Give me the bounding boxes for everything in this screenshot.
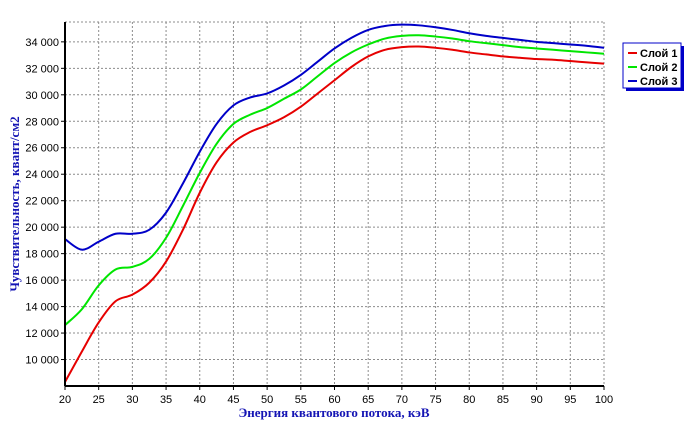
y-axis-title: Чувствительность, квант/см2	[7, 116, 22, 291]
x-tick-label: 75	[429, 394, 441, 406]
legend-label-2: Слой 2	[640, 62, 677, 74]
legend: Слой 1 Слой 2 Слой 3	[622, 42, 684, 91]
series-line-2	[65, 34, 604, 326]
x-tick-label: 80	[463, 394, 475, 406]
y-tick-label: 12 000	[25, 328, 59, 340]
x-tick-label: 20	[59, 394, 71, 406]
y-tick-label: 22 000	[25, 196, 59, 208]
x-tick-label: 25	[93, 394, 105, 406]
x-tick-label: 60	[328, 394, 340, 406]
y-tick-label: 10 000	[25, 355, 59, 367]
y-tick-label: 32 000	[25, 63, 59, 75]
x-tick-label: 55	[295, 394, 307, 406]
y-tick-label: 20 000	[25, 222, 59, 234]
grid	[65, 21, 605, 386]
axis-ticks: 20 25 30 35 40 45 50 55 60 65 70 75 80 85 90 95 100 10 00…	[25, 37, 613, 406]
y-tick-label: 34 000	[25, 37, 59, 49]
legend-label-3: Слой 3	[640, 76, 677, 88]
y-tick-label: 16 000	[25, 275, 59, 287]
y-tick-label: 14 000	[25, 302, 59, 314]
x-axis-title: Энергия квантового потока, кэВ	[238, 405, 429, 420]
series-line-1	[65, 45, 604, 383]
y-tick-label: 28 000	[25, 116, 59, 128]
y-tick-label: 30 000	[25, 90, 59, 102]
y-tick-label: 24 000	[25, 169, 59, 181]
x-tick-label: 45	[227, 394, 239, 406]
x-tick-label: 70	[396, 394, 408, 406]
x-tick-label: 95	[564, 394, 576, 406]
series-line-3	[65, 23, 604, 251]
x-tick-label: 30	[126, 394, 138, 406]
x-tick-label: 85	[497, 394, 509, 406]
x-tick-label: 100	[595, 394, 613, 406]
x-tick-label: 35	[160, 394, 172, 406]
y-tick-label: 26 000	[25, 143, 59, 155]
y-tick-label: 18 000	[25, 249, 59, 261]
legend-label-1: Слой 1	[640, 48, 677, 60]
x-tick-label: 90	[531, 394, 543, 406]
x-tick-label: 40	[194, 394, 206, 406]
x-tick-label: 50	[261, 394, 273, 406]
series-lines	[65, 23, 604, 383]
x-tick-label: 65	[362, 394, 374, 406]
